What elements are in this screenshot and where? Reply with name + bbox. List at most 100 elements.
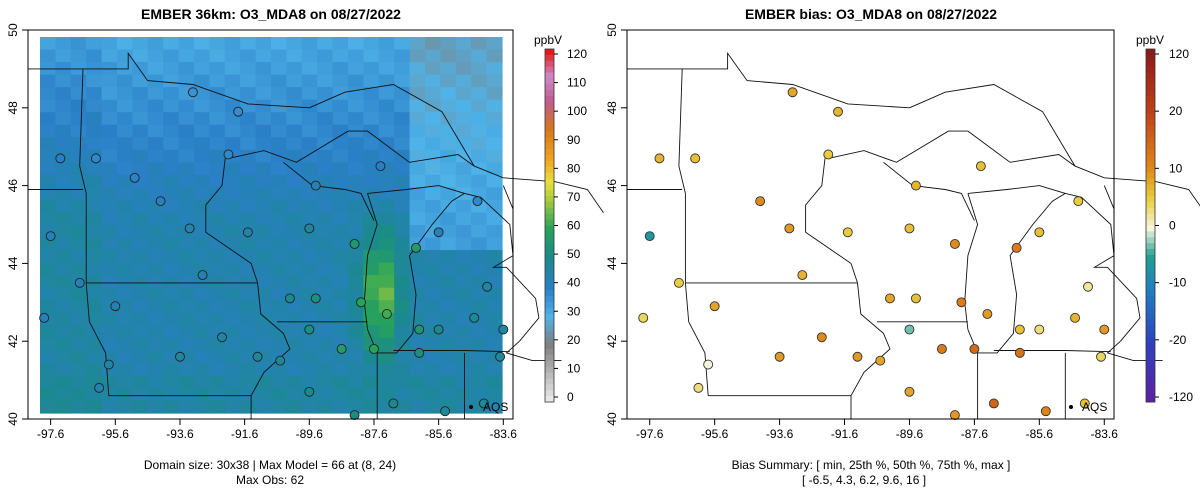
model-grid-cell (486, 62, 503, 76)
model-grid-cell (194, 212, 210, 226)
model-grid-cell (394, 49, 411, 63)
model-grid-cell (378, 137, 395, 151)
model-grid-cell (117, 262, 133, 276)
model-grid-cell (317, 74, 334, 88)
model-grid-cell (378, 225, 395, 239)
model-grid-cell (317, 87, 334, 101)
model-grid-cell (440, 62, 457, 76)
model-grid-cell (163, 49, 180, 63)
model-grid-cell (363, 74, 380, 88)
model-grid-cell (224, 387, 241, 402)
model-grid-cell (363, 149, 380, 163)
model-grid-cell (209, 237, 226, 251)
model-grid-cell (178, 212, 195, 226)
model-grid-cell (486, 87, 503, 101)
model-grid-cell (86, 137, 103, 151)
model-grid-cell (332, 362, 349, 376)
model-grid-cell (425, 250, 441, 264)
model-grid-cell (101, 225, 118, 239)
model-grid-cell (255, 174, 272, 188)
colorbar-segment (1146, 254, 1155, 262)
model-grid-cell (255, 250, 272, 264)
model-grid-cell (117, 350, 133, 364)
colorbar-segment (1146, 96, 1155, 103)
model-grid-cell (70, 37, 87, 51)
model-grid-cell (455, 149, 472, 163)
model-grid-cell (363, 162, 380, 176)
right-aqs-legend: AQS (1069, 400, 1107, 414)
model-grid-cell (194, 174, 210, 188)
model-grid-cell (363, 112, 380, 126)
left-title: EMBER 36km: O3_MDA8 on 08/27/2022 (141, 6, 401, 22)
model-grid-cell (147, 162, 164, 176)
model-grid-cell (348, 74, 364, 88)
model-grid-cell (117, 37, 133, 51)
model-grid-cell (117, 162, 133, 176)
observation-point (381, 309, 392, 319)
bias-point (1040, 406, 1051, 417)
model-grid-cell (378, 149, 395, 163)
model-grid-cell (86, 99, 103, 113)
model-grid-cell (317, 225, 334, 239)
model-grid-cell (425, 74, 441, 88)
model-grid-cell (70, 149, 87, 163)
model-grid-cell (486, 124, 503, 138)
model-grid-cell (394, 225, 411, 239)
model-grid-cell (55, 400, 72, 414)
model-grid-cell (55, 375, 72, 389)
model-grid-cell (255, 112, 272, 126)
model-grid-cell (147, 250, 164, 264)
model-grid-cell (255, 124, 272, 138)
colorbar-tick-label: 0 (567, 390, 574, 404)
colorbar-segment (545, 301, 554, 309)
bias-point (638, 312, 649, 323)
model-grid-cell (394, 287, 411, 301)
colorbar-tick-label: 10 (1169, 161, 1183, 175)
model-grid-cell (271, 112, 287, 126)
observation-point (495, 351, 506, 362)
model-grid-cell (101, 137, 118, 151)
model-grid-cell (409, 162, 426, 176)
model-grid-cell (194, 325, 210, 339)
model-grid-cell (147, 49, 164, 63)
colorbar-segment (545, 49, 554, 56)
model-grid-cell (486, 99, 503, 113)
model-grid-cell (224, 212, 241, 226)
model-grid-cell (70, 225, 87, 239)
model-grid-cell (240, 124, 257, 138)
observation-point (388, 398, 399, 409)
model-grid-cell (317, 212, 334, 226)
colorbar-segment (545, 96, 554, 103)
model-grid-cell (101, 237, 118, 251)
observation-point (482, 281, 493, 292)
model-grid-cell (301, 87, 318, 101)
model-grid-cell (240, 174, 257, 188)
boundary-line (1065, 192, 1141, 342)
model-grid-cell (271, 187, 287, 201)
model-grid-cell (286, 162, 303, 176)
model-grid-cell (471, 49, 488, 63)
model-grid-cell (317, 49, 334, 63)
model-grid-cell (86, 337, 103, 351)
model-grid-cell (101, 149, 118, 163)
colorbar-segment (545, 366, 554, 374)
model-grid-cell (486, 199, 503, 214)
model-grid-cell (255, 74, 272, 88)
y-tick-label: 46 (6, 179, 20, 193)
model-grid-cell (132, 275, 149, 289)
model-grid-cell (86, 49, 103, 63)
colorbar-tick-label: 120 (567, 47, 587, 61)
model-grid-cell (348, 400, 364, 414)
model-grid-cell (255, 37, 272, 51)
model-grid-cell (348, 62, 364, 76)
model-grid-cell (301, 62, 318, 76)
model-grid-cell (317, 262, 334, 276)
model-grid-cell (224, 174, 241, 188)
model-grid-cell (378, 124, 395, 138)
model-grid-cell (240, 149, 257, 163)
model-grid-cell (55, 350, 72, 364)
colorbar-segment (1146, 331, 1155, 338)
model-grid-cell (147, 300, 164, 314)
model-grid-cell (471, 250, 488, 264)
model-grid-cell (378, 350, 395, 364)
